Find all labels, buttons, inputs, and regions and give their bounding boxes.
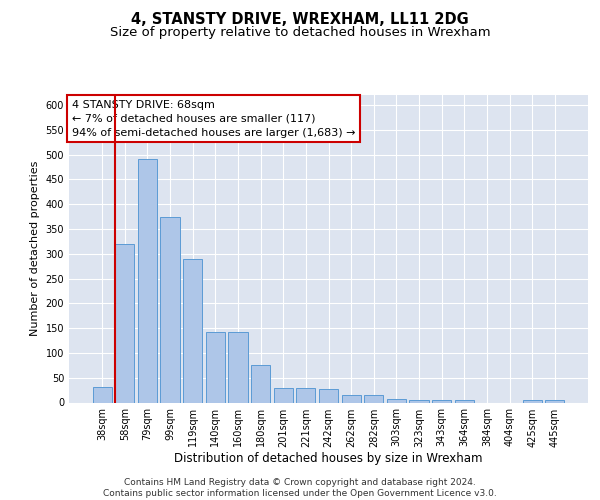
Bar <box>274 388 293 402</box>
Text: Contains HM Land Registry data © Crown copyright and database right 2024.
Contai: Contains HM Land Registry data © Crown c… <box>103 478 497 498</box>
Text: 4 STANSTY DRIVE: 68sqm
← 7% of detached houses are smaller (117)
94% of semi-det: 4 STANSTY DRIVE: 68sqm ← 7% of detached … <box>71 100 355 138</box>
Y-axis label: Number of detached properties: Number of detached properties <box>30 161 40 336</box>
Bar <box>92 386 112 402</box>
Bar <box>341 395 361 402</box>
Bar <box>206 332 225 402</box>
Bar <box>545 400 565 402</box>
Bar <box>138 160 157 402</box>
Bar <box>364 395 383 402</box>
Bar <box>251 366 270 403</box>
Text: Size of property relative to detached houses in Wrexham: Size of property relative to detached ho… <box>110 26 490 39</box>
Bar <box>409 400 428 402</box>
Bar <box>115 244 134 402</box>
Bar <box>319 389 338 402</box>
Bar <box>183 258 202 402</box>
Bar <box>387 399 406 402</box>
Bar <box>432 400 451 402</box>
X-axis label: Distribution of detached houses by size in Wrexham: Distribution of detached houses by size … <box>174 452 483 466</box>
Bar <box>229 332 248 402</box>
Bar <box>160 216 180 402</box>
Bar <box>455 400 474 402</box>
Text: 4, STANSTY DRIVE, WREXHAM, LL11 2DG: 4, STANSTY DRIVE, WREXHAM, LL11 2DG <box>131 12 469 28</box>
Bar <box>296 388 316 402</box>
Bar <box>523 400 542 402</box>
